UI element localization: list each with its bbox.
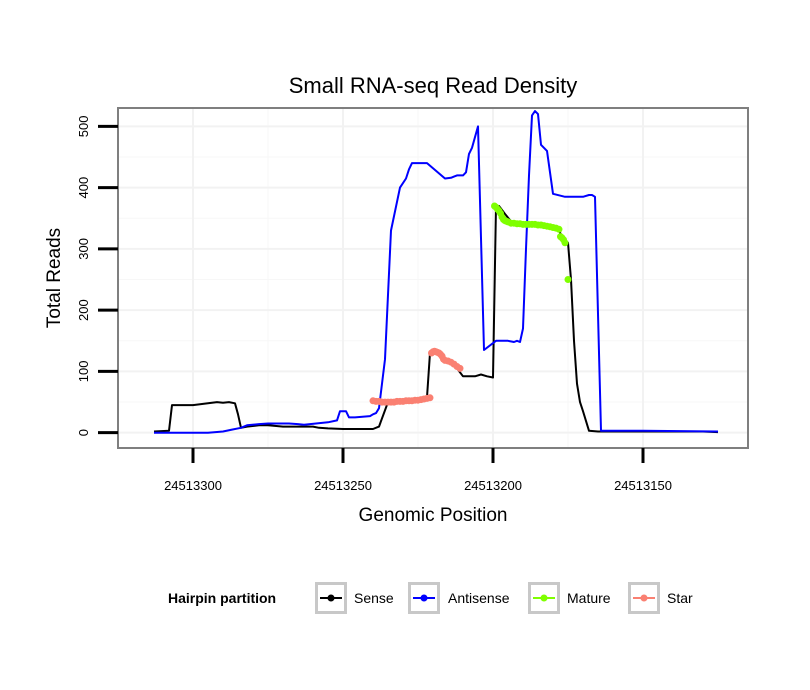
axes: 24513300 24513250 24513200 24513150 0 100 200 3… <box>76 116 672 493</box>
legend-title: Hairpin partition <box>168 590 277 606</box>
y-tick-label: 300 <box>76 238 91 260</box>
y-tick-label: 400 <box>76 177 91 199</box>
y-axis-title: Total Reads <box>44 228 65 328</box>
legend-label-sense: Sense <box>354 590 394 606</box>
legend-label-star: Star <box>667 590 693 606</box>
point-mature <box>561 239 569 247</box>
legend-key-antisense <box>408 582 440 614</box>
legend-label-mature: Mature <box>567 590 611 606</box>
y-tick-label: 0 <box>76 429 91 436</box>
point-star <box>426 394 434 402</box>
x-tick-label: 24513150 <box>614 478 672 493</box>
x-tick-label: 24513200 <box>464 478 522 493</box>
x-tick-label: 24513250 <box>314 478 372 493</box>
point-mature <box>555 225 563 233</box>
legend: Hairpin partition Sense Antisense Mature… <box>0 582 810 614</box>
x-tick-label: 24513300 <box>164 478 222 493</box>
point-star <box>456 364 464 372</box>
y-tick-label: 500 <box>76 116 91 138</box>
chart-title: Small RNA-seq Read Density <box>289 73 578 98</box>
y-tick-label: 100 <box>76 361 91 383</box>
x-axis-title: Genomic Position <box>359 505 508 526</box>
legend-key-mature <box>528 582 560 614</box>
legend-label-antisense: Antisense <box>448 590 510 606</box>
legend-key-sense <box>315 582 347 614</box>
series-layer <box>153 110 719 434</box>
y-tick-label: 200 <box>76 299 91 321</box>
density-chart: 24513300 24513250 24513200 24513150 0 100 200 3… <box>44 73 749 526</box>
series-line-antisense <box>154 110 719 434</box>
plot-border <box>117 107 749 449</box>
legend-key-star <box>628 582 660 614</box>
point-mature <box>564 276 572 283</box>
gridlines <box>118 108 748 448</box>
